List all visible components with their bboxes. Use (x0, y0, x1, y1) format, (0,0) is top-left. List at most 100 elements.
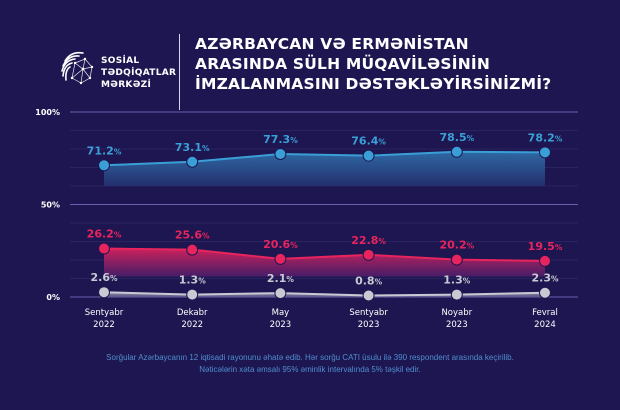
footnote-line: Nəticələrin xəta əmsalı 95% əminlik inte… (199, 365, 421, 374)
series-points (98, 145, 551, 302)
organization-name: SOSİAL TƏDQİQATLAR MƏRKƏZİ (101, 55, 176, 91)
org-name-line: MƏRKƏZİ (101, 80, 152, 90)
data-point (98, 242, 110, 255)
data-label-suffix: % (202, 232, 210, 241)
data-label-suffix: % (375, 278, 383, 287)
data-label-suffix: % (463, 277, 471, 286)
data-label-suffix: % (290, 136, 298, 145)
x-tick-label-month: Fevral (532, 308, 558, 318)
data-label-suffix: % (110, 274, 118, 283)
data-label: 2.3% (531, 272, 559, 285)
data-label-suffix: % (198, 277, 206, 286)
data-label: 77.3% (263, 133, 298, 146)
data-label-suffix: % (290, 241, 298, 250)
data-label: 71.2% (87, 144, 122, 157)
data-labels: 71.2% 73.1%77.3% 76.4% 78.5% 78.2%26.2% 25.6%… (87, 131, 563, 288)
data-label: 2.1% (267, 272, 295, 285)
data-point (539, 254, 551, 267)
x-tick-label-year: 2022 (93, 320, 115, 330)
data-label-suffix: % (467, 134, 475, 143)
x-tick-label-year: 2023 (358, 320, 380, 330)
data-label-value: 2.3 (531, 272, 551, 285)
y-tick-label: 0% (46, 293, 60, 302)
line-chart: 0%50%100% 71.2% 73.1%77.3% 76.4% 78.5% 78.2%… (35, 108, 578, 330)
data-label-value: 76.4 (351, 135, 378, 148)
series-line-yes (103, 150, 546, 167)
x-tick-label-month: Sentyabr (85, 308, 124, 318)
data-label-suffix: % (114, 147, 122, 156)
title-line: ARASINDA SÜLH MÜQAVİLƏSİNİN (195, 55, 491, 73)
data-label-suffix: % (202, 144, 210, 153)
data-point (98, 286, 110, 299)
data-label-value: 73.1 (175, 141, 202, 154)
data-label-value: 20.6 (263, 238, 290, 251)
x-tick-label-month: May (272, 308, 290, 318)
data-point (450, 253, 463, 266)
x-tick-label-year: 2023 (446, 320, 468, 330)
data-point (362, 248, 375, 261)
data-label-value: 78.5 (439, 131, 466, 144)
x-tick-label-year: 2024 (534, 320, 556, 330)
data-label-value: 0.8 (355, 275, 375, 288)
data-label-suffix: % (286, 275, 294, 284)
series-line-undecided (103, 291, 546, 297)
data-label-suffix: % (467, 242, 475, 251)
y-tick-label: 100% (35, 108, 60, 117)
data-label-suffix: % (378, 237, 386, 246)
footnote-line: Sorğular Azərbaycanın 12 iqtisadi rayonu… (106, 353, 514, 362)
data-label: 2.6% (90, 271, 118, 284)
data-label: 20.6% (263, 238, 298, 251)
data-label: 76.4% (351, 135, 386, 148)
series-area-yes (104, 151, 545, 186)
data-point (539, 146, 551, 159)
data-label-value: 2.1 (267, 272, 287, 285)
data-point (98, 159, 110, 172)
data-point (186, 155, 199, 168)
data-point (539, 286, 551, 299)
data-point (186, 288, 199, 301)
x-tick-label-month: Noyabr (441, 308, 472, 318)
data-label: 25.6% (175, 229, 210, 242)
series-line-no (103, 247, 546, 262)
footnote: Sorğular Azərbaycanın 12 iqtisadi rayonu… (0, 352, 620, 376)
data-point (450, 288, 463, 301)
x-tick-label-month: Dekabr (177, 308, 208, 318)
header: SOSİAL TƏDQİQATLAR MƏRKƏZİ AZƏRBAYCAN VƏ… (0, 0, 620, 110)
data-label-value: 25.6 (175, 229, 202, 242)
title-line: İMZALANMASINI DƏSTƏKLƏYİRSİNİZMİ? (195, 75, 552, 93)
data-label: 73.1% (175, 141, 210, 154)
data-point (274, 287, 287, 300)
data-label-value: 26.2 (87, 228, 114, 241)
x-tick-label-month: Sentyabr (349, 308, 388, 318)
series-lines (103, 150, 546, 297)
data-point (274, 147, 287, 160)
data-label: 78.5% (439, 131, 474, 144)
data-point (362, 149, 375, 162)
data-label-value: 77.3 (263, 133, 290, 146)
data-label: 78.2% (528, 131, 563, 144)
data-label-suffix: % (551, 275, 559, 284)
series-areas (104, 151, 545, 297)
series-area-no (104, 248, 545, 277)
data-label-value: 1.3 (443, 274, 463, 287)
data-point (274, 252, 287, 265)
data-label: 20.2% (439, 239, 474, 252)
data-label: 1.3% (443, 274, 471, 287)
title-line: AZƏRBAYCAN VƏ ERMƏNİSTAN (195, 35, 469, 53)
data-label: 1.3% (179, 274, 207, 287)
data-label-suffix: % (555, 134, 563, 143)
y-tick-label: 50% (41, 201, 60, 210)
data-label-value: 22.8 (351, 234, 378, 247)
data-point (186, 243, 199, 256)
data-label-suffix: % (378, 138, 386, 147)
data-label: 19.5% (528, 240, 563, 253)
org-name-line: TƏDQİQATLAR (101, 68, 177, 78)
data-label-suffix: % (555, 243, 563, 252)
data-label-value: 1.3 (179, 274, 199, 287)
y-axis: 0% 50% 100% (35, 108, 60, 302)
x-tick-label-year: 2023 (270, 320, 292, 330)
data-label-value: 19.5 (528, 240, 555, 253)
x-tick-label-year: 2022 (181, 320, 203, 330)
data-label-value: 2.6 (90, 271, 110, 284)
data-point (362, 289, 375, 302)
